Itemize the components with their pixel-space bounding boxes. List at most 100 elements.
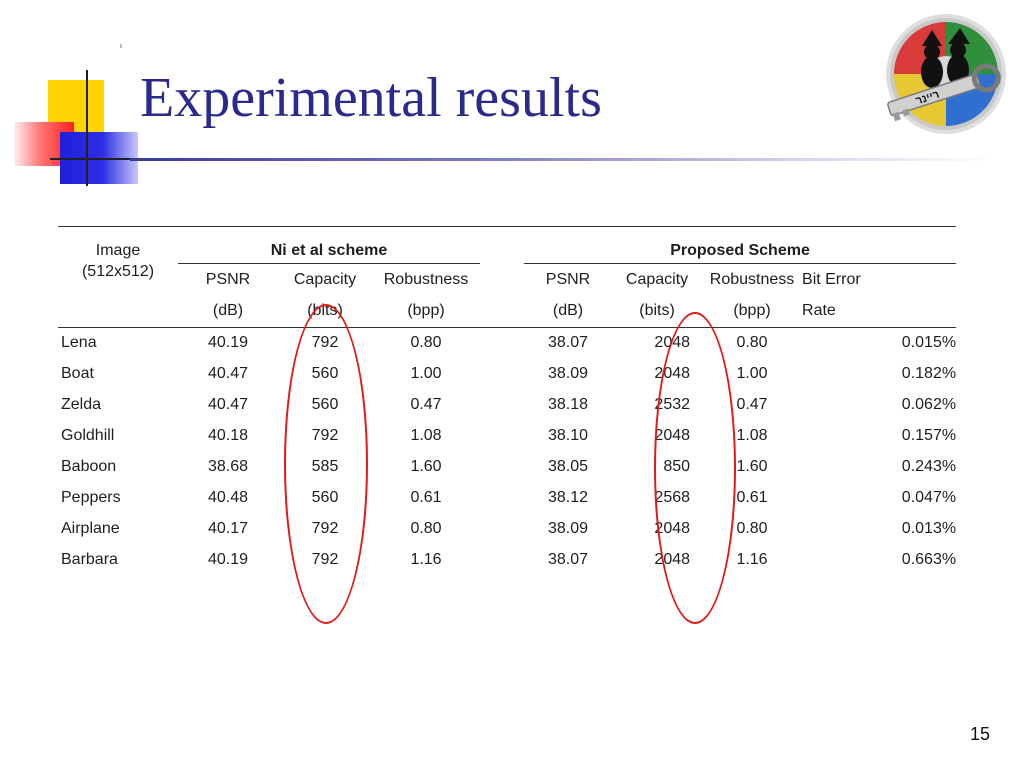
decor-vertical-line <box>86 70 88 186</box>
proposed-capacity-highlight-circle <box>654 312 736 624</box>
pr-psnr-header: PSNR <box>545 270 591 288</box>
pr-robustness-header: Robustness <box>709 270 795 288</box>
ni-psnr-cell: 40.18 <box>207 427 249 444</box>
pr-psnr-unit: (dB) <box>524 295 613 328</box>
pr-robustness-cell: 0.80 <box>736 334 768 352</box>
ni-capacity-highlight-circle <box>284 304 368 624</box>
pr-psnr-cell: 38.10 <box>547 427 589 444</box>
ni-scheme-header: Ni et al scheme <box>178 226 481 264</box>
decor-dot <box>120 44 122 48</box>
ni-psnr-cell: 40.47 <box>207 365 249 382</box>
pr-ber-cell: 0.157% <box>901 427 957 444</box>
pr-ber-unit: Rate <box>802 295 957 328</box>
title-underline <box>130 158 994 161</box>
ni-psnr-cell: 40.47 <box>207 396 249 413</box>
pr-robustness-cell: 0.80 <box>736 520 768 537</box>
results-table-wrapper: Image (512x512) Ni et al scheme Proposed… <box>58 226 957 586</box>
decor-horizontal-line <box>50 158 130 160</box>
image-name-cell: Boat <box>61 365 94 382</box>
image-name-cell: Baboon <box>61 458 117 475</box>
page-number: 15 <box>969 724 991 744</box>
unit-gap <box>480 295 525 328</box>
pr-ber-cell: 0.182% <box>901 365 957 382</box>
pr-ber-cell: 0.243% <box>901 458 957 475</box>
ni-psnr-cell: 40.48 <box>207 489 249 506</box>
row-gap <box>480 359 524 390</box>
ni-robustness-cell: 0.47 <box>410 396 442 413</box>
pr-psnr-cell: 38.09 <box>547 520 589 537</box>
table-row: Zelda 40.47 560 0.47 38.18 2532 0.47 0.0… <box>58 390 956 421</box>
pr-ber-cell: 0.047% <box>901 489 957 506</box>
table-row: Baboon 38.68 585 1.60 38.05 850 1.60 0.2… <box>58 452 956 483</box>
ni-robustness-cell: 0.80 <box>410 334 442 352</box>
pr-ber-cell: 0.663% <box>901 551 957 568</box>
image-name-cell: Lena <box>61 334 97 352</box>
image-name-cell: Goldhill <box>61 427 115 444</box>
image-name-cell: Airplane <box>61 520 120 537</box>
pr-psnr-cell: 38.07 <box>547 551 589 568</box>
image-header-line2: (512x512) <box>81 263 155 281</box>
ni-robustness-cell: 1.16 <box>410 551 442 568</box>
group-gap <box>480 226 525 264</box>
ni-robustness-cell: 1.00 <box>410 365 442 382</box>
subheader-gap <box>480 264 524 296</box>
ni-robustness-cell: 0.61 <box>410 489 442 506</box>
pr-robustness-cell: 1.00 <box>736 365 768 382</box>
ni-robustness-cell: 1.08 <box>410 427 442 444</box>
pr-robustness-cell: 0.61 <box>736 489 768 506</box>
row-gap <box>480 483 524 514</box>
unit-row: (dB) (bits) (bpp) (dB) (bits) (bpp) Rate <box>58 295 957 328</box>
table-row: Barbara 40.19 792 1.16 38.07 2048 1.16 0… <box>58 545 956 576</box>
slide-title: Experimental results <box>140 67 602 129</box>
table-row: Goldhill 40.18 792 1.08 38.10 2048 1.08 … <box>58 421 956 452</box>
ni-robustness-unit: (bpp) <box>372 295 481 328</box>
row-gap <box>480 390 524 421</box>
ni-psnr-cell: 40.19 <box>207 334 249 352</box>
unit-image-cell <box>58 295 178 328</box>
pr-capacity-header: Capacity <box>625 270 689 288</box>
ni-psnr-cell: 40.17 <box>207 520 249 537</box>
keyholders-logo-icon: ריינר <box>886 14 1006 134</box>
pr-robustness-cell: 0.47 <box>736 396 768 413</box>
pr-ber-cell: 0.062% <box>901 396 957 413</box>
row-gap <box>480 545 524 576</box>
pr-psnr-cell: 38.18 <box>547 396 589 413</box>
pr-ber-cell: 0.013% <box>901 520 957 537</box>
ni-robustness-cell: 0.80 <box>410 520 442 537</box>
image-name-cell: Zelda <box>61 396 102 413</box>
pr-robustness-cell: 1.16 <box>736 551 768 568</box>
row-gap <box>480 514 524 545</box>
ni-robustness-cell: 1.60 <box>410 458 442 475</box>
ni-psnr-header: PSNR <box>205 270 251 288</box>
image-column-header: Image (512x512) <box>58 226 178 296</box>
pr-robustness-cell: 1.60 <box>736 458 768 475</box>
subheader-row: PSNR Capacity Robustness PSNR Capacity R… <box>58 264 956 296</box>
row-gap <box>480 452 524 483</box>
ni-psnr-cell: 40.19 <box>207 551 249 568</box>
pr-ber-header: Bit Error <box>802 270 861 288</box>
table-row: Airplane 40.17 792 0.80 38.09 2048 0.80 … <box>58 514 956 545</box>
row-gap <box>480 328 524 359</box>
pr-psnr-cell: 38.07 <box>547 334 589 352</box>
table-row: Lena 40.19 792 0.80 38.07 2048 0.80 0.01… <box>58 328 956 359</box>
row-gap <box>480 421 524 452</box>
pr-robustness-cell: 1.08 <box>736 427 768 444</box>
pr-robustness-unit: (bpp) <box>702 295 803 328</box>
pr-ber-cell: 0.015% <box>901 334 957 352</box>
group-header-row: Image (512x512) Ni et al scheme Proposed… <box>58 226 957 296</box>
ni-psnr-unit: (dB) <box>178 295 278 328</box>
pr-psnr-cell: 38.05 <box>547 458 589 475</box>
ni-capacity-header: Capacity <box>293 270 357 288</box>
table-row: Peppers 40.48 560 0.61 38.12 2568 0.61 0… <box>58 483 956 514</box>
results-table: Image (512x512) Ni et al scheme Proposed… <box>58 226 957 576</box>
table-row: Boat 40.47 560 1.00 38.09 2048 1.00 0.18… <box>58 359 956 390</box>
image-name-cell: Peppers <box>61 489 121 506</box>
proposed-scheme-header: Proposed Scheme <box>524 226 957 264</box>
image-header-line1: Image <box>95 242 141 260</box>
image-name-cell: Barbara <box>61 551 118 568</box>
ni-robustness-header: Robustness <box>383 270 469 288</box>
pr-psnr-cell: 38.12 <box>547 489 589 506</box>
ni-psnr-cell: 38.68 <box>207 458 249 475</box>
pr-psnr-cell: 38.09 <box>547 365 589 382</box>
